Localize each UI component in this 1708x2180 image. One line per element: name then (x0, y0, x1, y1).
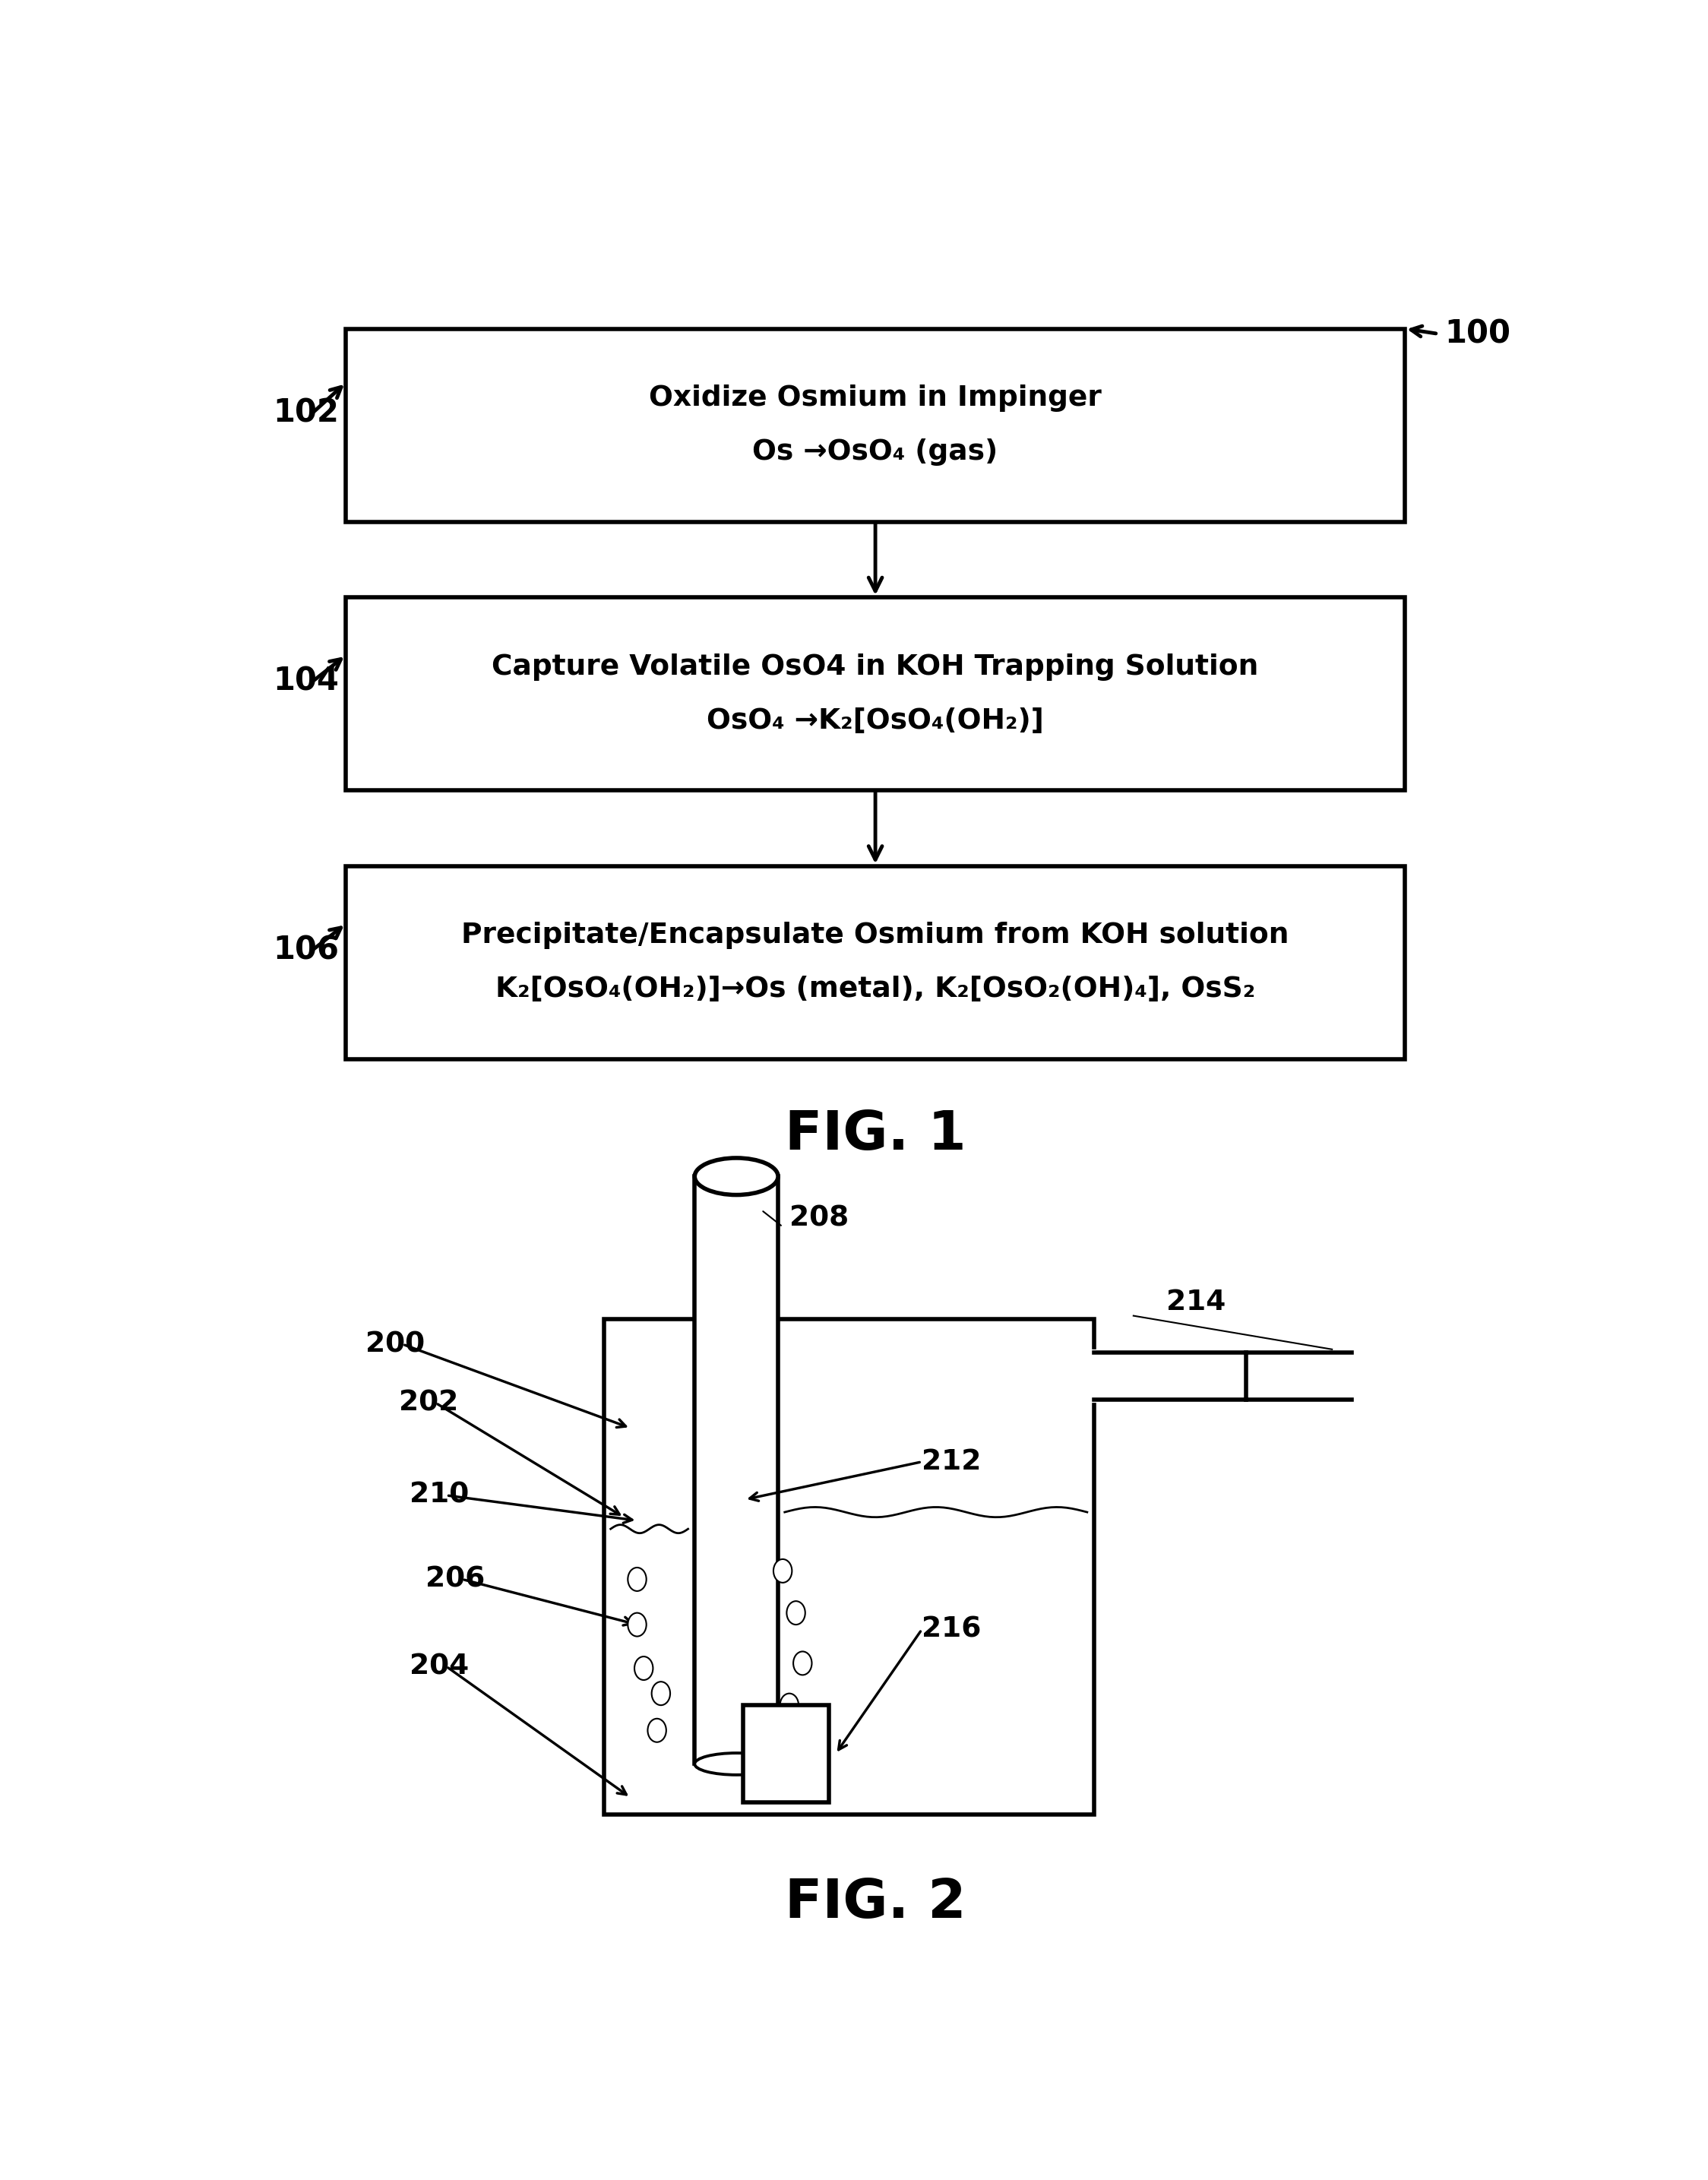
Text: 100: 100 (1445, 318, 1510, 349)
Circle shape (634, 1657, 652, 1681)
Text: Precipitate/Encapsulate Osmium from KOH solution: Precipitate/Encapsulate Osmium from KOH … (461, 922, 1290, 948)
Text: 104: 104 (273, 665, 340, 698)
Bar (345, 597, 1406, 791)
Text: Capture Volatile OsO4 in KOH Trapping Solution: Capture Volatile OsO4 in KOH Trapping So… (492, 654, 1259, 680)
Text: 202: 202 (398, 1389, 458, 1417)
Ellipse shape (695, 1158, 779, 1195)
Bar (695, 1177, 779, 1764)
Text: 204: 204 (410, 1652, 468, 1681)
Circle shape (652, 1681, 670, 1705)
Bar (345, 865, 1406, 1059)
Circle shape (781, 1694, 799, 1718)
Bar (743, 1705, 828, 1803)
Circle shape (774, 1559, 793, 1583)
Text: Os →OsO₄ (gas): Os →OsO₄ (gas) (753, 438, 997, 467)
Text: FIG. 2: FIG. 2 (784, 1877, 967, 1929)
Text: 216: 216 (922, 1615, 980, 1644)
Text: 208: 208 (789, 1206, 849, 1232)
Text: 210: 210 (410, 1482, 470, 1509)
Text: OsO₄ →K₂[OsO₄(OH₂)]: OsO₄ →K₂[OsO₄(OH₂)] (707, 706, 1044, 735)
Text: Oxidize Osmium in Impinger: Oxidize Osmium in Impinger (649, 384, 1102, 412)
Text: 206: 206 (425, 1565, 485, 1594)
Text: K₂[OsO₄(OH₂)]→Os (metal), K₂[OsO₂(OH)₄], OsS₂: K₂[OsO₄(OH₂)]→Os (metal), K₂[OsO₂(OH)₄],… (495, 977, 1255, 1003)
Circle shape (629, 1567, 646, 1591)
Ellipse shape (695, 1753, 779, 1775)
Text: FIG. 1: FIG. 1 (784, 1107, 967, 1160)
Text: 102: 102 (273, 397, 340, 429)
Bar (345, 329, 1406, 521)
Circle shape (793, 1652, 811, 1674)
Circle shape (629, 1613, 646, 1637)
Bar (605, 1319, 1093, 1814)
Text: 212: 212 (922, 1448, 980, 1476)
Circle shape (647, 1718, 666, 1742)
Text: 200: 200 (366, 1330, 425, 1358)
Circle shape (799, 1731, 818, 1755)
Circle shape (787, 1600, 804, 1624)
Text: 214: 214 (1167, 1288, 1226, 1317)
Text: 106: 106 (273, 933, 340, 966)
